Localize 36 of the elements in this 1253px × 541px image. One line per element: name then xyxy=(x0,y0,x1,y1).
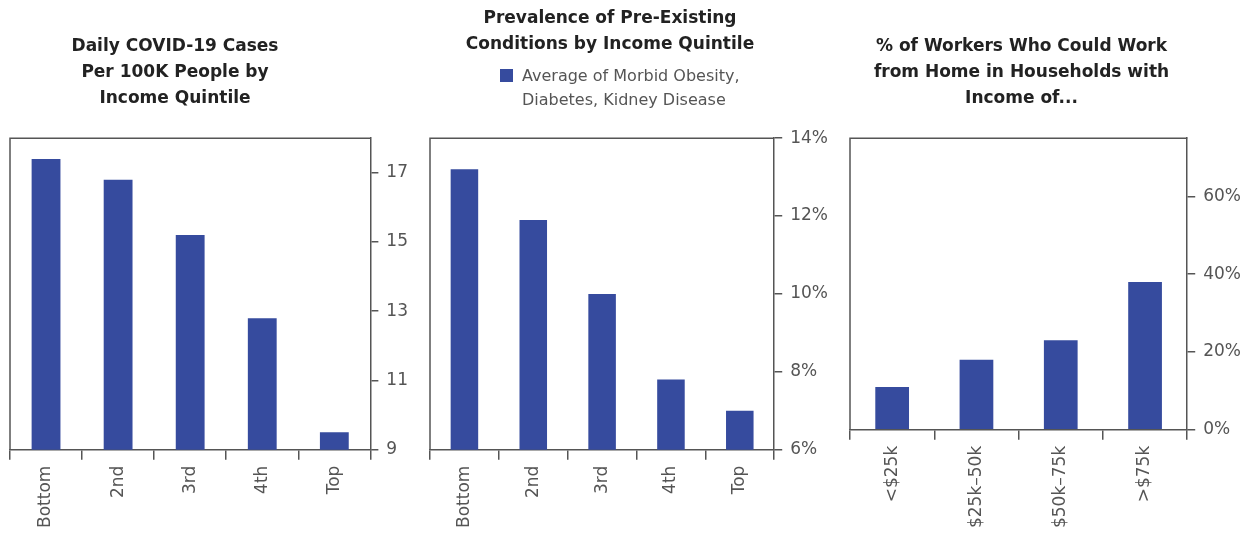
y-tick-label: 13 xyxy=(386,299,409,320)
x-tick-label: Bottom xyxy=(452,465,473,528)
y-tick-label: 8% xyxy=(790,360,818,381)
x-tick-label: $25k–50k xyxy=(964,445,985,529)
y-tick-label: 6% xyxy=(790,438,818,459)
y-tick-label: 40% xyxy=(1203,262,1242,283)
chart-title: Daily COVID-19 Cases Per 100K People by Income Quintile xyxy=(70,34,280,109)
y-tick-label: 15 xyxy=(386,230,409,251)
bar xyxy=(959,359,994,429)
x-tick-label: Top xyxy=(728,465,749,496)
bar xyxy=(875,386,910,429)
x-tick-label: Bottom xyxy=(34,465,55,528)
x-tick-label: 3rd xyxy=(178,465,199,494)
bar xyxy=(1128,282,1162,429)
chart-title: % of Workers Who Could Work from Home in Households with Income of... xyxy=(872,34,1171,109)
bar xyxy=(1043,340,1078,429)
x-tick-label: 4th xyxy=(250,465,271,494)
y-tick-label: 14% xyxy=(790,126,829,147)
y-tick-label: 20% xyxy=(1203,340,1242,361)
legend-label: Average of Morbid Obesity, Diabetes, Kidney Disease xyxy=(522,65,741,111)
x-tick-label: 3rd xyxy=(590,465,611,494)
y-tick-label: 12% xyxy=(790,204,829,225)
y-tick-label: 60% xyxy=(1203,184,1242,205)
y-tick-label: 9 xyxy=(386,438,398,459)
x-tick-label: 2nd xyxy=(106,465,127,499)
y-tick-label: 11 xyxy=(386,368,409,389)
x-tick-label: Top xyxy=(322,465,343,496)
chart-title: Prevalence of Pre-Existing Conditions by Income Quintile xyxy=(464,6,756,55)
y-tick-label: 0% xyxy=(1203,418,1231,439)
x-tick-label: 4th xyxy=(659,465,680,494)
y-tick-label: 10% xyxy=(790,282,829,303)
x-tick-label: >$75k xyxy=(1133,445,1154,503)
y-tick-label: 17 xyxy=(386,161,409,182)
x-tick-label: <$25k xyxy=(880,445,901,503)
x-tick-label: 2nd xyxy=(521,465,542,499)
x-tick-label: $50k–75k xyxy=(1049,445,1070,529)
